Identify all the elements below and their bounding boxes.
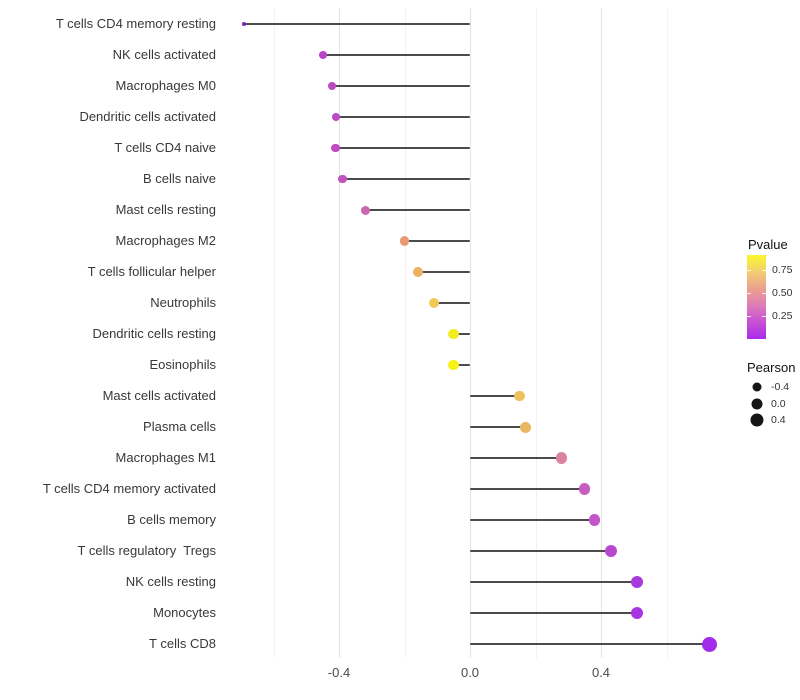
y-axis-label: Plasma cells bbox=[143, 419, 216, 434]
lollipop-dot bbox=[360, 205, 370, 215]
colorbar-tick-label: 0.50 bbox=[772, 287, 793, 300]
y-axis-label: T cells CD4 naive bbox=[114, 140, 216, 155]
lollipop-dot bbox=[331, 113, 340, 121]
pearson-size-dot bbox=[751, 398, 763, 409]
y-axis-label: T cells follicular helper bbox=[87, 264, 216, 279]
colorbar-tick bbox=[762, 316, 766, 318]
pvalue-legend-title: Pvalue bbox=[748, 237, 788, 252]
x-tick-label: -0.4 bbox=[327, 665, 351, 680]
lollipop-dot bbox=[428, 298, 439, 308]
lollipop-stem bbox=[417, 271, 470, 273]
lollipop-stem bbox=[470, 643, 710, 645]
lollipop-dot bbox=[513, 390, 525, 402]
lollipop-dot bbox=[578, 483, 591, 495]
lollipop-stem bbox=[470, 550, 611, 552]
y-axis-label: Mast cells resting bbox=[115, 202, 216, 217]
plot-panel bbox=[237, 8, 726, 658]
colorbar-tick bbox=[747, 316, 751, 318]
gridline-minor bbox=[666, 8, 668, 658]
lollipop-dot bbox=[448, 359, 459, 371]
lollipop-dot bbox=[630, 575, 644, 589]
lollipop-stem bbox=[470, 395, 520, 397]
lollipop-stem bbox=[470, 581, 638, 583]
y-axis-label: Macrophages M1 bbox=[115, 450, 216, 465]
colorbar-tick bbox=[747, 270, 751, 272]
pearson-size-dot bbox=[752, 382, 762, 392]
lollipop-stem bbox=[342, 178, 470, 180]
pvalue-colorbar bbox=[747, 255, 766, 339]
pearson-size-label: 0.0 bbox=[771, 397, 786, 410]
y-axis-label: NK cells resting bbox=[125, 574, 216, 589]
y-axis-label: Mast cells activated bbox=[102, 388, 216, 403]
lollipop-stem bbox=[332, 85, 470, 87]
lollipop-stem bbox=[365, 209, 470, 211]
lollipop-stem bbox=[322, 54, 470, 56]
lollipop-stem bbox=[244, 23, 470, 25]
y-axis-label: T cells CD4 memory resting bbox=[55, 16, 216, 31]
lollipop-stem bbox=[470, 488, 585, 490]
pearson-legend-title: Pearson bbox=[747, 360, 796, 375]
pearson-size-dot bbox=[750, 413, 764, 427]
y-axis-label: T cells CD4 memory activated bbox=[42, 481, 216, 496]
y-axis-label: T cells CD8 bbox=[149, 636, 216, 651]
colorbar-tick bbox=[762, 293, 766, 295]
colorbar-tick-label: 0.25 bbox=[772, 310, 793, 323]
gridline-minor bbox=[273, 8, 275, 658]
colorbar-tick-label: 0.75 bbox=[772, 264, 793, 277]
lollipop-stem bbox=[470, 612, 638, 614]
lollipop-stem bbox=[470, 519, 595, 521]
lollipop-dot bbox=[318, 51, 327, 59]
x-tick-label: 0.0 bbox=[460, 665, 480, 680]
x-tick-label: 0.4 bbox=[591, 665, 611, 680]
lollipop-dot bbox=[588, 514, 601, 526]
lollipop-dot bbox=[242, 22, 246, 26]
lollipop-dot bbox=[338, 174, 347, 184]
y-axis-label: Eosinophils bbox=[149, 357, 217, 372]
pearson-size-label: -0.4 bbox=[771, 381, 790, 393]
y-axis-label: Macrophages M0 bbox=[115, 78, 216, 93]
y-axis-label: B cells naive bbox=[143, 171, 216, 186]
gridline-major bbox=[339, 8, 340, 658]
gridline-minor bbox=[535, 8, 537, 658]
lollipop-dot bbox=[556, 452, 568, 464]
y-axis-label: Dendritic cells activated bbox=[79, 109, 216, 124]
lollipop-dot bbox=[604, 544, 617, 558]
lollipop-dot bbox=[331, 143, 340, 153]
lollipop-stem bbox=[433, 302, 470, 304]
lollipop-stem bbox=[335, 147, 470, 149]
lollipop-dot bbox=[328, 82, 337, 90]
y-axis-label: B cells memory bbox=[127, 512, 216, 527]
lollipop-dot bbox=[399, 236, 410, 246]
gridline-minor bbox=[404, 8, 406, 658]
lollipop-stem bbox=[453, 364, 470, 366]
lollipop-dot bbox=[630, 606, 644, 620]
y-axis-label: T cells regulatory Tregs bbox=[77, 543, 216, 558]
y-axis-label: Dendritic cells resting bbox=[92, 326, 216, 341]
lollipop-dot bbox=[448, 328, 459, 340]
gridline-major bbox=[470, 8, 471, 658]
pearson-size-label: 0.4 bbox=[771, 414, 786, 426]
colorbar-tick bbox=[762, 270, 766, 272]
y-axis-label: NK cells activated bbox=[112, 47, 216, 62]
colorbar-tick bbox=[747, 293, 751, 295]
lollipop-dot bbox=[412, 267, 423, 277]
lollipop-stem bbox=[470, 457, 562, 459]
gridline-major bbox=[601, 8, 602, 658]
y-axis-label: Macrophages M2 bbox=[115, 233, 216, 248]
y-axis-label: Neutrophils bbox=[150, 295, 216, 310]
lollipop-stem bbox=[404, 240, 470, 242]
lollipop-stem bbox=[453, 333, 470, 335]
lollipop-stem bbox=[335, 116, 470, 118]
lollipop-dot bbox=[520, 421, 532, 433]
lollipop-stem bbox=[470, 426, 526, 428]
lollipop-dot bbox=[701, 636, 717, 652]
y-axis-label: Monocytes bbox=[153, 605, 216, 620]
